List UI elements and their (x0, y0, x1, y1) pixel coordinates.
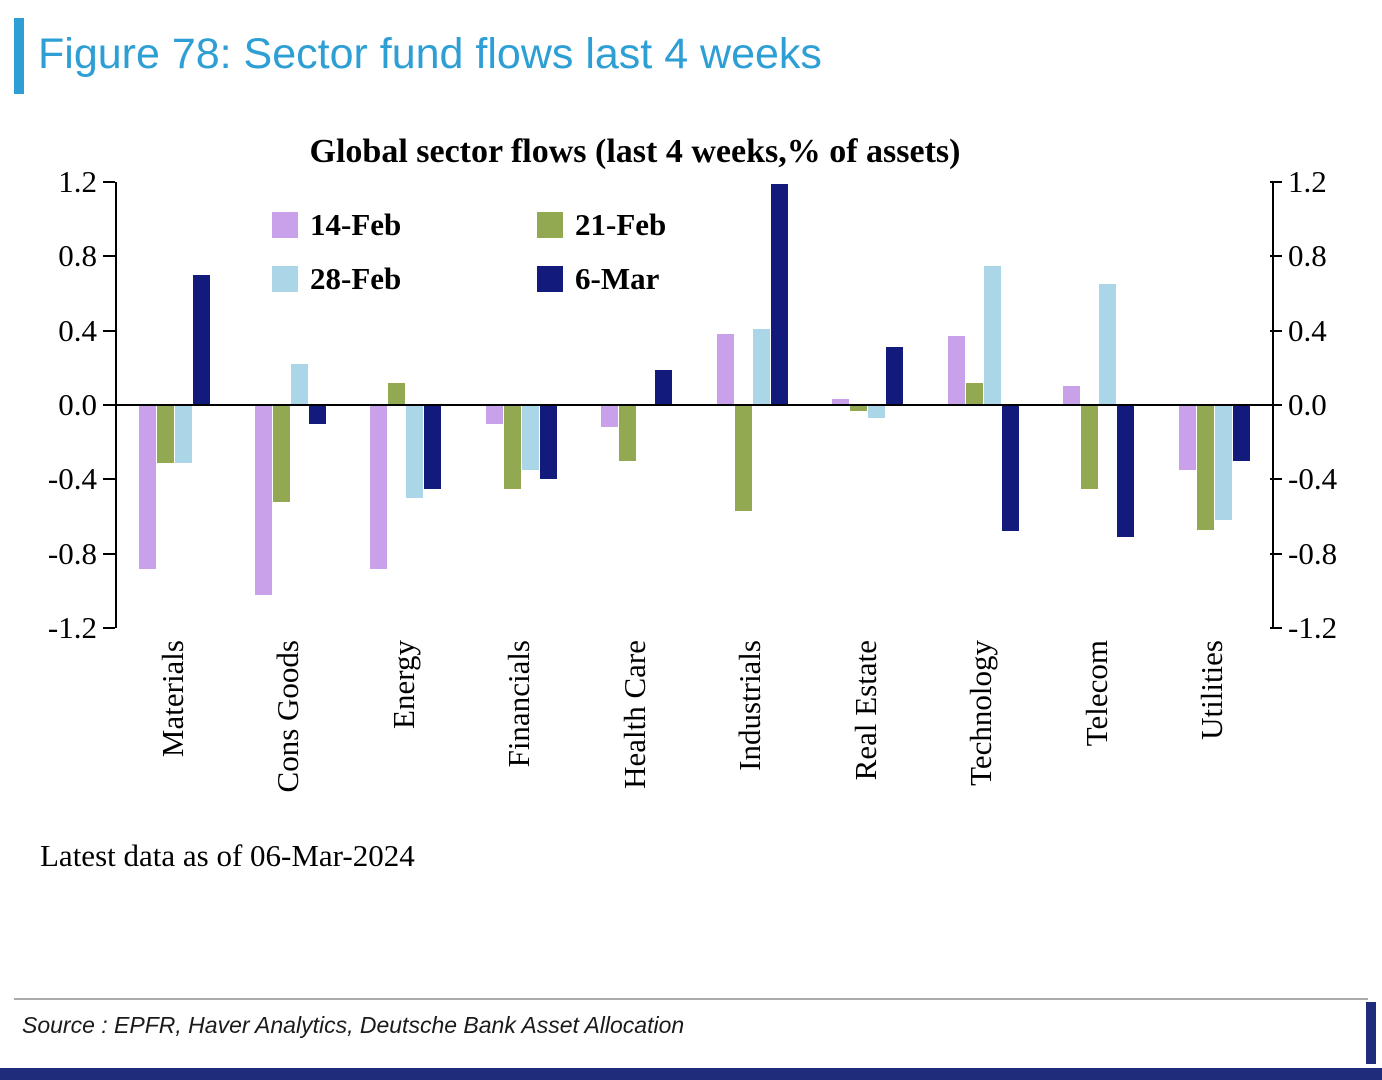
y-axis-right-tick-label: 0.8 (1288, 238, 1327, 274)
legend-swatch-6-Mar (537, 266, 563, 292)
bar-21-Feb-industrials (734, 405, 752, 511)
y-axis-left-tick-label: -0.8 (47, 535, 97, 571)
bar-6-Mar-financials (539, 405, 557, 480)
footer-right-accent-bar (1366, 1002, 1376, 1064)
y-axis-right-tick-label: -0.8 (1288, 535, 1338, 571)
y-axis-left-tick (103, 552, 115, 555)
category-label-health-care: Health Care (616, 640, 652, 789)
y-axis-left-tick-label: 0.8 (58, 238, 97, 274)
bar-14-Feb-materials (139, 405, 157, 569)
bar-14-Feb-health-care (601, 405, 619, 428)
bar-21-Feb-materials (157, 405, 175, 463)
bar-14-Feb-cons-goods (254, 405, 272, 595)
bar-21-Feb-technology (965, 382, 983, 405)
legend-item-28-Feb: 28-Feb (272, 257, 537, 301)
y-axis-left-tick-label: -1.2 (47, 610, 97, 645)
bar-6-Mar-health-care (655, 369, 673, 405)
bar-21-Feb-telecom (1081, 405, 1099, 489)
bar-6-Mar-utilities (1232, 405, 1250, 461)
bar-6-Mar-technology (1001, 405, 1019, 532)
bar-6-Mar-materials (193, 274, 211, 405)
bar-28-Feb-industrials (752, 328, 770, 405)
y-axis-left-tick-label: 1.2 (58, 164, 97, 199)
category-label-utilities: Utilities (1194, 640, 1230, 740)
y-axis-left-tick-label: -0.4 (47, 461, 97, 497)
y-axis-right-tick (1270, 404, 1282, 406)
bottom-navy-strip (0, 1068, 1382, 1080)
y-axis-left-tick-label: 0.0 (58, 387, 97, 422)
bar-21-Feb-cons-goods (272, 405, 290, 502)
legend-swatch-14-Feb (272, 212, 298, 238)
bar-6-Mar-real-estate (886, 347, 904, 405)
legend-label-21-Feb: 21-Feb (575, 207, 667, 242)
bar-21-Feb-health-care (619, 405, 637, 461)
bar-21-Feb-real-estate (850, 405, 868, 411)
y-axis-right-tick-label: -0.4 (1288, 461, 1338, 497)
bar-21-Feb-utilities (1196, 405, 1214, 530)
y-axis-right-tick-label: 1.2 (1288, 164, 1327, 199)
bar-6-Mar-energy (424, 405, 442, 489)
y-axis-left-tick (103, 181, 115, 183)
bar-6-Mar-industrials (770, 183, 788, 405)
y-axis-right-tick (1270, 627, 1282, 629)
chart-title: Global sector flows (last 4 weeks,% of a… (309, 133, 961, 170)
y-axis-right-tick (1270, 478, 1282, 481)
y-axis-right-tick (1270, 255, 1282, 258)
y-axis-left-tick (103, 329, 115, 332)
y-axis-left-tick (103, 627, 115, 629)
bar-6-Mar-cons-goods (308, 405, 326, 424)
bar-28-Feb-energy (406, 405, 424, 498)
latest-data-note: Latest data as of 06-Mar-2024 (40, 838, 415, 873)
category-label-industrials: Industrials (732, 640, 768, 771)
bar-28-Feb-financials (521, 405, 539, 470)
legend-swatch-28-Feb (272, 266, 298, 292)
bar-14-Feb-energy (370, 405, 388, 569)
y-axis-left-tick (103, 404, 115, 406)
bar-14-Feb-utilities (1178, 405, 1196, 470)
category-label-technology: Technology (963, 640, 999, 786)
y-axis-right-tick (1270, 181, 1282, 183)
legend-item-6-Mar: 6-Mar (537, 257, 767, 301)
legend-item-14-Feb: 14-Feb (272, 203, 537, 247)
bar-28-Feb-technology (983, 265, 1001, 405)
y-axis-right-tick-label: -1.2 (1288, 610, 1338, 645)
bar-21-Feb-financials (503, 405, 521, 489)
legend: 14-Feb 21-Feb 28-Feb 6-Mar (272, 203, 767, 301)
bar-28-Feb-materials (175, 405, 193, 463)
y-axis-right-tick (1270, 552, 1282, 555)
header-accent-bar (14, 18, 24, 94)
bar-28-Feb-real-estate (868, 405, 886, 418)
y-axis-left-tick-label: 0.4 (58, 312, 97, 348)
category-label-real-estate: Real Estate (847, 640, 883, 781)
y-axis-left-tick (103, 478, 115, 481)
legend-label-6-Mar: 6-Mar (575, 261, 660, 296)
legend-swatch-21-Feb (537, 212, 563, 238)
bar-14-Feb-telecom (1063, 386, 1081, 405)
bar-14-Feb-technology (947, 336, 965, 405)
bar-28-Feb-utilities (1214, 405, 1232, 521)
legend-label-28-Feb: 28-Feb (310, 261, 402, 296)
legend-label-14-Feb: 14-Feb (310, 207, 402, 242)
category-label-telecom: Telecom (1078, 640, 1114, 747)
legend-item-21-Feb: 21-Feb (537, 203, 767, 247)
bar-28-Feb-cons-goods (290, 364, 308, 405)
zero-line (117, 404, 1272, 406)
y-axis-right-tick-label: 0.4 (1288, 312, 1327, 348)
bar-28-Feb-telecom (1099, 284, 1117, 405)
y-axis-left-tick (103, 255, 115, 258)
footer-divider (14, 998, 1368, 1000)
y-axis-right-tick (1270, 329, 1282, 332)
bar-14-Feb-financials (485, 405, 503, 424)
bar-14-Feb-industrials (716, 334, 734, 405)
category-label-financials: Financials (501, 640, 537, 768)
bar-6-Mar-telecom (1117, 405, 1135, 537)
figure-title: Figure 78: Sector fund flows last 4 week… (38, 30, 822, 78)
plot-area (115, 182, 1274, 628)
bar-21-Feb-energy (388, 382, 406, 405)
y-axis-right-tick-label: 0.0 (1288, 387, 1327, 422)
source-note: Source : EPFR, Haver Analytics, Deutsche… (22, 1012, 685, 1038)
bar-14-Feb-real-estate (832, 399, 850, 405)
